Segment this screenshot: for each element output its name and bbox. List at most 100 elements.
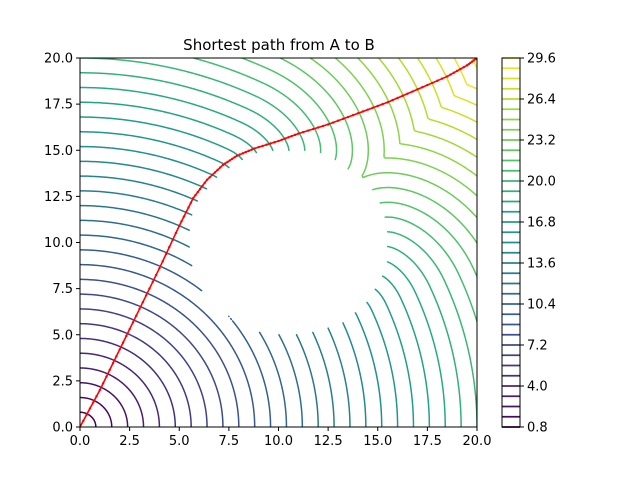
contour-line [80,190,335,427]
colorbar-tick-label: 10.4 [527,298,556,313]
path-point [141,300,145,304]
contour-line [80,263,256,427]
path-point [356,112,360,115]
path-point [98,388,102,392]
path-point [168,245,171,249]
x-tick-label: 10.0 [264,434,293,449]
y-tick-label: 0.0 [52,421,73,436]
path-point [462,66,465,69]
x-tick-label: 2.5 [119,434,140,449]
contour-line [80,322,192,427]
path-point [224,162,227,165]
path-point [391,98,394,102]
path-point [465,64,469,67]
path-point [297,132,300,135]
path-point [85,413,88,416]
path-point [187,206,190,209]
path-point [205,178,209,181]
path-point [108,368,111,372]
contour-line [80,396,113,427]
path-point [376,104,379,108]
path-point [312,127,315,131]
path-point [144,294,148,297]
path-point [371,106,374,110]
path-point [257,145,260,149]
path-point [307,129,310,132]
path-point [82,419,85,423]
contour-line [453,58,477,90]
y-tick-label: 10.0 [44,236,73,251]
path-point [441,77,444,80]
path-point [351,113,355,117]
path-point [411,90,414,93]
contour-line [397,58,477,141]
contour-lines [80,58,477,427]
colorbar: 0.8 4.0 7.2 10.4 13.6 16.8 20.0 23.2 26.4 29.6 [501,52,556,436]
colorbar-tick-label: 23.2 [527,134,556,149]
path-point [326,123,330,126]
path-point [381,102,384,106]
y-tick-label: 12.5 [44,190,73,205]
path-point [135,314,138,317]
path-point [125,334,128,338]
path-point [178,224,181,228]
colorbar-tick-label: 16.8 [527,216,556,231]
plot-frame [79,57,478,428]
path-point [92,401,95,404]
path-point [416,88,419,91]
path-point [138,307,141,311]
path-point [203,181,206,185]
x-tick-label: 0.0 [70,434,91,449]
x-tick-label: 12.5 [314,434,343,449]
path-point [283,137,287,140]
colorbar-tick-label: 4.0 [527,380,548,395]
y-tick-label: 7.5 [52,282,73,297]
contour-line [279,58,477,244]
contour-line [80,293,224,427]
path-point [196,190,199,194]
path-point [118,348,121,351]
path-point [115,355,118,358]
path-point [148,287,151,290]
x-tick-label: 7.5 [219,434,240,449]
contour-line [80,145,383,427]
contour-line [80,86,446,427]
path-point [154,273,158,277]
contour-line [80,160,367,427]
path-point [280,138,284,141]
contour-line [192,58,477,323]
path-point [198,187,202,191]
contour-line [80,352,161,427]
path-point [244,150,247,154]
path-point [158,267,161,270]
colorbar-frame [501,57,521,428]
path-point [472,59,475,62]
path-point [221,163,225,167]
path-point [201,184,204,188]
path-point [336,119,340,122]
colorbar-tick-label: 26.4 [527,93,556,108]
path-point [211,173,214,177]
path-point [95,395,98,398]
contour-line [80,175,351,427]
path-point [269,142,272,145]
path-point [189,201,193,205]
chart-title: Shortest path from A to B [183,36,375,54]
path-point [208,176,211,179]
contour-line [80,204,319,427]
path-point [467,62,470,66]
path-point [317,126,320,129]
path-point [431,81,434,85]
x-tick-label: 17.5 [413,434,442,449]
contour-line [80,101,431,427]
path-point [161,260,164,263]
x-tick-label: 15.0 [363,434,392,449]
x-axis: 0.0 2.5 5.0 7.5 10.0 12.5 15.0 17.5 20.0 [70,427,491,449]
path-point [341,117,345,121]
contour-line [80,337,177,427]
path-point [293,133,297,137]
path-point [253,147,256,150]
contour-line [80,381,129,427]
path-point [164,252,168,256]
